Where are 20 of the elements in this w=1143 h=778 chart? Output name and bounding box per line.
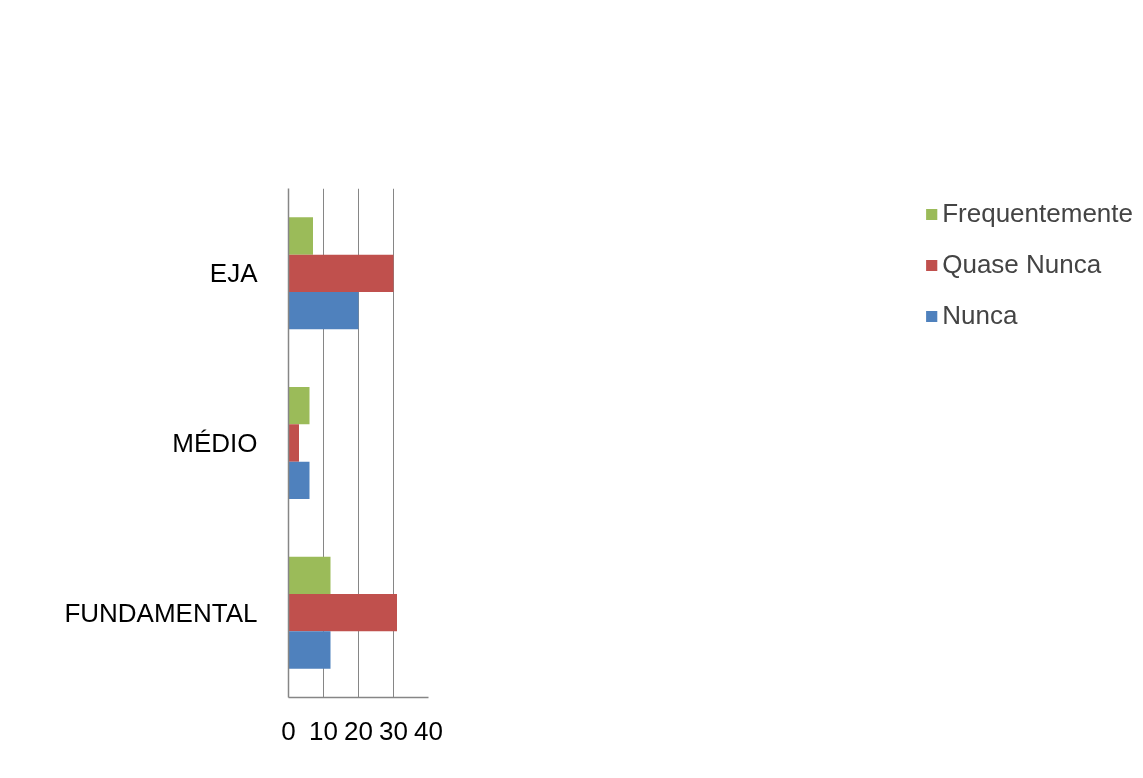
bar — [288, 424, 299, 462]
x-tick-label: 10 — [309, 715, 338, 746]
x-tick-label: 0 — [281, 715, 296, 746]
legend-label: Nunca — [942, 300, 1018, 331]
bar — [288, 461, 310, 499]
y-tick-label: EJA — [209, 258, 259, 289]
bar — [288, 387, 310, 425]
bar — [288, 254, 394, 292]
legend-label: Quase Nunca — [942, 249, 1102, 280]
y-tick-label: FUNDAMENTAL — [64, 597, 258, 628]
bar — [288, 292, 359, 330]
bar — [288, 631, 331, 669]
x-tick-label: 20 — [344, 715, 373, 746]
x-tick-label: 30 — [379, 715, 408, 746]
bar — [288, 556, 331, 594]
bar — [288, 594, 397, 632]
y-tick-label: MÉDIO — [172, 428, 258, 458]
x-tick-label: 40 — [414, 715, 443, 746]
bar — [288, 217, 313, 255]
legend-label: Frequentemente — [942, 198, 1133, 229]
